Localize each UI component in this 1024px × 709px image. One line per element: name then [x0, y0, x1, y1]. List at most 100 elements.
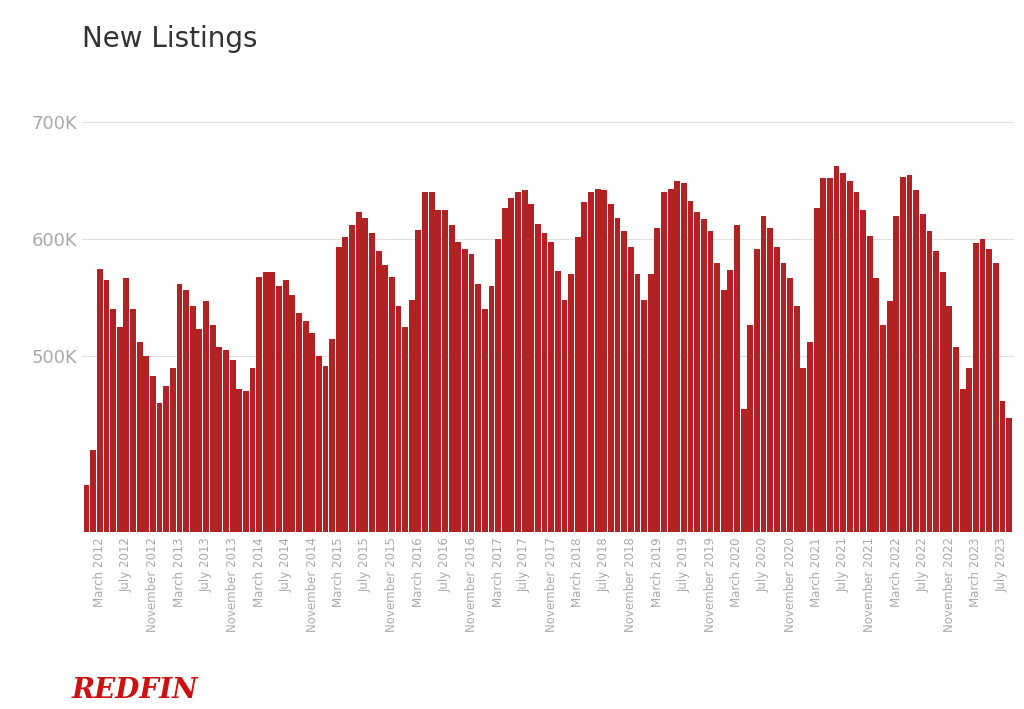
Bar — [382, 265, 388, 709]
Bar — [250, 368, 255, 709]
Bar — [435, 210, 441, 709]
Bar — [933, 251, 939, 709]
Bar — [376, 251, 382, 709]
Bar — [151, 376, 156, 709]
Bar — [309, 333, 315, 709]
Bar — [521, 190, 527, 709]
Bar — [555, 271, 561, 709]
Bar — [946, 306, 952, 709]
Bar — [342, 237, 348, 709]
Bar — [542, 233, 548, 709]
Bar — [462, 249, 468, 709]
Bar — [1007, 418, 1012, 709]
Bar — [906, 175, 912, 709]
Bar — [103, 280, 110, 709]
Bar — [143, 356, 150, 709]
Bar — [163, 386, 169, 709]
Bar — [700, 219, 707, 709]
Bar — [124, 278, 129, 709]
Bar — [355, 213, 361, 709]
Bar — [496, 239, 501, 709]
Bar — [283, 280, 289, 709]
Bar — [827, 179, 833, 709]
Bar — [243, 391, 249, 709]
Bar — [130, 309, 136, 709]
Bar — [860, 210, 866, 709]
Bar — [442, 210, 447, 709]
Bar — [900, 177, 906, 709]
Bar — [263, 272, 268, 709]
Bar — [90, 450, 96, 709]
Bar — [688, 201, 693, 709]
Text: REDFIN: REDFIN — [72, 677, 199, 704]
Bar — [509, 199, 514, 709]
Bar — [614, 218, 621, 709]
Bar — [801, 368, 806, 709]
Bar — [369, 233, 375, 709]
Bar — [913, 190, 920, 709]
Bar — [269, 272, 275, 709]
Bar — [727, 269, 733, 709]
Bar — [256, 277, 262, 709]
Bar — [316, 356, 322, 709]
Bar — [237, 389, 242, 709]
Bar — [780, 262, 786, 709]
Bar — [608, 204, 613, 709]
Bar — [754, 249, 760, 709]
Bar — [641, 300, 647, 709]
Bar — [595, 189, 600, 709]
Bar — [893, 216, 899, 709]
Bar — [409, 300, 415, 709]
Bar — [662, 192, 667, 709]
Bar — [880, 325, 886, 709]
Bar — [986, 249, 992, 709]
Bar — [176, 284, 182, 709]
Bar — [111, 309, 116, 709]
Bar — [449, 225, 455, 709]
Bar — [867, 236, 872, 709]
Bar — [993, 262, 998, 709]
Bar — [980, 239, 985, 709]
Bar — [197, 330, 203, 709]
Bar — [601, 190, 607, 709]
Bar — [528, 204, 535, 709]
Bar — [416, 230, 421, 709]
Bar — [854, 192, 859, 709]
Bar — [502, 208, 508, 709]
Bar — [582, 202, 588, 709]
Bar — [488, 286, 495, 709]
Bar — [422, 192, 428, 709]
Bar — [290, 296, 295, 709]
Bar — [887, 301, 893, 709]
Bar — [395, 306, 401, 709]
Bar — [117, 327, 123, 709]
Bar — [622, 231, 627, 709]
Bar — [774, 247, 779, 709]
Bar — [362, 218, 369, 709]
Bar — [137, 342, 142, 709]
Bar — [794, 306, 800, 709]
Bar — [574, 237, 581, 709]
Bar — [873, 278, 880, 709]
Bar — [920, 213, 926, 709]
Bar — [482, 309, 487, 709]
Bar — [210, 325, 216, 709]
Bar — [668, 189, 674, 709]
Bar — [323, 366, 329, 709]
Bar — [475, 284, 481, 709]
Bar — [157, 403, 163, 709]
Bar — [940, 272, 946, 709]
Bar — [734, 225, 740, 709]
Bar — [714, 262, 720, 709]
Text: New Listings: New Listings — [82, 25, 257, 53]
Bar — [84, 485, 89, 709]
Bar — [708, 231, 714, 709]
Bar — [648, 274, 653, 709]
Bar — [402, 327, 409, 709]
Bar — [635, 274, 640, 709]
Bar — [568, 274, 574, 709]
Bar — [675, 181, 680, 709]
Bar — [456, 242, 461, 709]
Bar — [469, 255, 474, 709]
Bar — [303, 321, 308, 709]
